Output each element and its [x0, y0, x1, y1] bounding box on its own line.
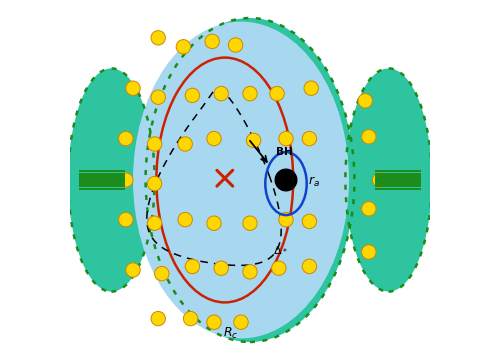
Circle shape	[358, 94, 372, 108]
Circle shape	[118, 173, 133, 187]
Circle shape	[362, 130, 376, 144]
Circle shape	[207, 315, 221, 329]
Circle shape	[178, 212, 192, 227]
Circle shape	[207, 131, 221, 146]
Circle shape	[154, 266, 169, 281]
Text: $R_c$: $R_c$	[223, 325, 238, 341]
Circle shape	[151, 31, 166, 45]
Circle shape	[275, 169, 297, 191]
Text: $r_a$: $r_a$	[308, 175, 320, 189]
Circle shape	[302, 214, 316, 229]
Circle shape	[362, 245, 376, 259]
Circle shape	[243, 216, 257, 230]
Circle shape	[362, 202, 376, 216]
Circle shape	[243, 86, 257, 101]
Circle shape	[184, 311, 198, 326]
Ellipse shape	[133, 22, 349, 338]
Ellipse shape	[68, 68, 154, 292]
Text: BH: BH	[276, 147, 292, 157]
Circle shape	[270, 86, 284, 101]
Circle shape	[372, 173, 387, 187]
Circle shape	[246, 133, 261, 148]
Text: $\Delta_*$: $\Delta_*$	[274, 245, 288, 255]
Ellipse shape	[346, 68, 432, 292]
Circle shape	[118, 212, 133, 227]
Circle shape	[279, 212, 293, 227]
Ellipse shape	[146, 18, 354, 342]
Circle shape	[228, 38, 243, 52]
Circle shape	[148, 176, 162, 191]
Circle shape	[151, 90, 166, 104]
Circle shape	[304, 81, 318, 95]
Circle shape	[205, 34, 220, 49]
Circle shape	[178, 137, 192, 151]
Circle shape	[185, 259, 200, 274]
Circle shape	[151, 311, 166, 326]
Circle shape	[148, 137, 162, 151]
Circle shape	[214, 86, 228, 101]
Circle shape	[185, 88, 200, 103]
Circle shape	[214, 261, 228, 275]
Circle shape	[118, 131, 133, 146]
Circle shape	[279, 131, 293, 146]
Circle shape	[302, 131, 316, 146]
Circle shape	[148, 216, 162, 230]
Circle shape	[272, 261, 286, 275]
Circle shape	[234, 315, 248, 329]
Circle shape	[243, 265, 257, 279]
Circle shape	[126, 81, 140, 95]
Circle shape	[207, 216, 221, 230]
Circle shape	[126, 263, 140, 277]
Circle shape	[302, 259, 316, 274]
Circle shape	[176, 40, 190, 54]
